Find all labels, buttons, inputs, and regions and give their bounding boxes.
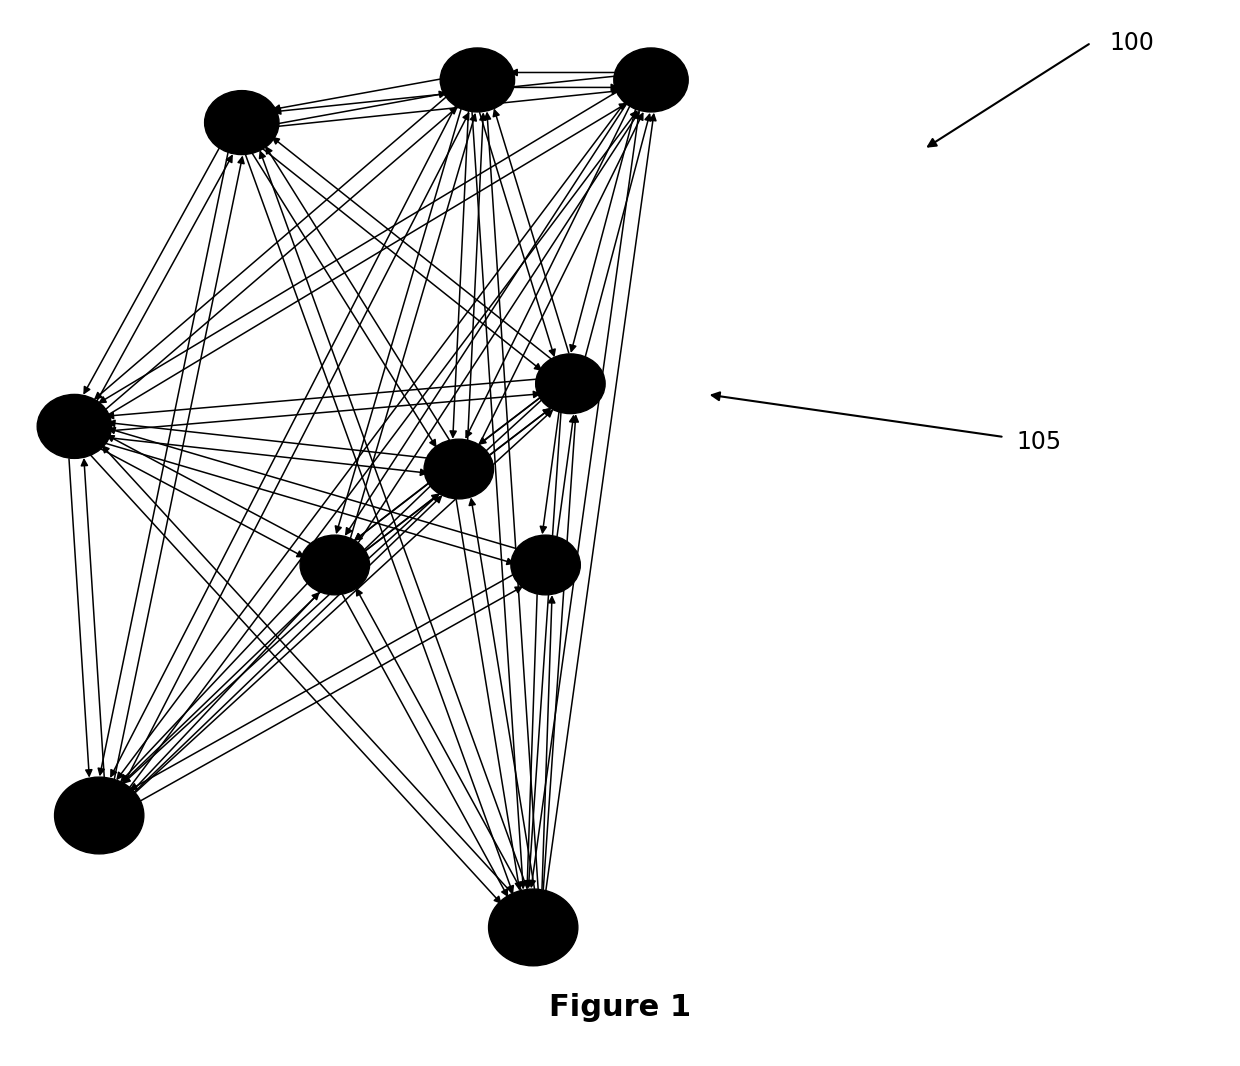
Text: 105: 105 — [1017, 431, 1061, 454]
Circle shape — [55, 777, 144, 854]
Text: 100: 100 — [1110, 31, 1154, 54]
Text: Figure 1: Figure 1 — [549, 992, 691, 1022]
Circle shape — [536, 354, 605, 414]
Circle shape — [424, 439, 494, 499]
Circle shape — [300, 535, 370, 595]
Circle shape — [489, 889, 578, 966]
Circle shape — [614, 48, 688, 112]
Circle shape — [511, 535, 580, 595]
Circle shape — [440, 48, 515, 112]
Circle shape — [37, 394, 112, 458]
Circle shape — [205, 91, 279, 155]
